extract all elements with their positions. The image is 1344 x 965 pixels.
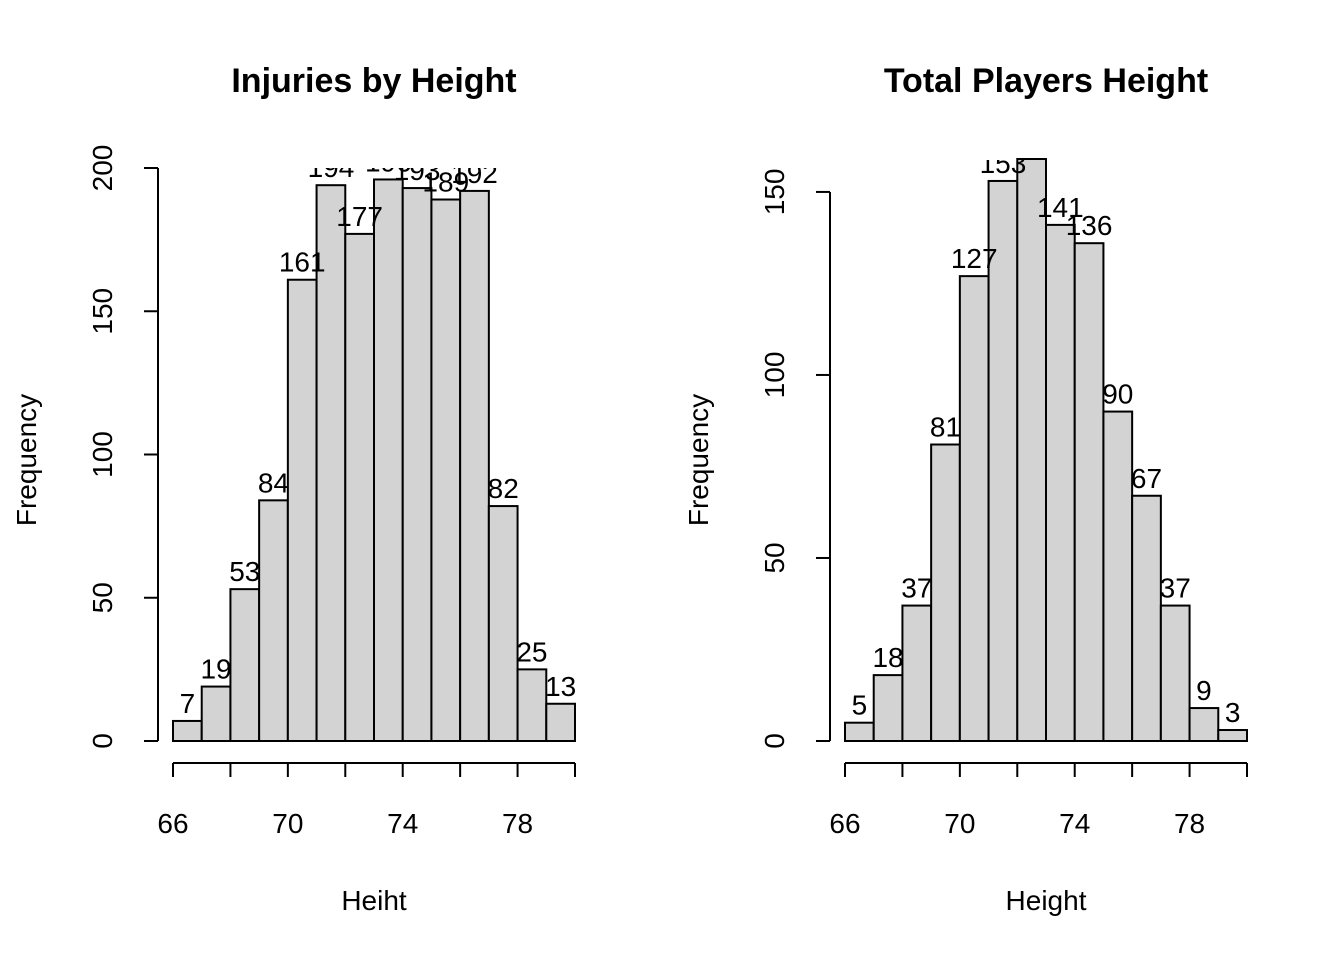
bars: [172, 178, 576, 743]
bar-value-label: 7: [180, 688, 196, 719]
y-tick-label: 50: [759, 542, 790, 573]
bar: [1131, 494, 1162, 743]
bar-value-label: 177: [336, 201, 383, 232]
y-axis: 0 50 100 150: [759, 169, 831, 749]
y-axis-label: Frequency: [683, 394, 714, 526]
y-tick-label: 100: [759, 352, 790, 399]
x-axis: 66 70 74 78: [157, 762, 576, 839]
x-axis-label: Height: [1006, 885, 1087, 916]
y-tick-label: 0: [87, 733, 118, 749]
total-players-histogram: Total Players Height Height Frequency 51…: [683, 62, 1249, 916]
bar: [229, 588, 261, 743]
bar: [545, 702, 576, 743]
bar-value-label: 18: [872, 642, 903, 673]
bar: [487, 505, 519, 742]
bar-value-label: 136: [1066, 210, 1113, 241]
bar-value-label: 189: [422, 167, 469, 198]
bar-value-label: 193: [394, 155, 441, 186]
x-tick-label: 66: [157, 808, 188, 839]
bar: [1045, 223, 1076, 743]
bar-value-label: 90: [1102, 379, 1133, 410]
x-tick-label: 70: [272, 808, 303, 839]
x-axis-label: Heiht: [341, 885, 407, 916]
bar-value-label: 84: [258, 467, 289, 498]
bar-value-label: 153: [980, 148, 1027, 179]
chart-title: Total Players Height: [884, 62, 1208, 100]
bar: [958, 275, 990, 742]
x-tick-label: 70: [944, 808, 975, 839]
x-tick-label: 66: [829, 808, 860, 839]
bar-value-label: 53: [229, 556, 260, 587]
bar: [286, 278, 318, 742]
bar: [1217, 729, 1249, 742]
bar: [401, 187, 433, 742]
bar-value-label: 159: [1008, 126, 1055, 157]
x-tick-label: 74: [387, 808, 418, 839]
bar: [1159, 604, 1191, 742]
bar-value-label: 9: [1196, 675, 1212, 706]
y-tick-label: 150: [759, 169, 790, 216]
bar-value-label: 194: [308, 152, 355, 183]
bar: [1073, 242, 1105, 742]
bar: [987, 179, 1019, 742]
y-axis-label: Frequency: [11, 394, 42, 526]
bar-value-label: 37: [1160, 573, 1191, 604]
bar: [844, 721, 875, 743]
bar: [172, 719, 203, 743]
y-tick-label: 150: [87, 288, 118, 335]
x-tick-label: 78: [1174, 808, 1205, 839]
y-tick-label: 100: [87, 431, 118, 478]
bar: [930, 443, 961, 742]
bars: [844, 158, 1249, 743]
bar-value-label: 67: [1131, 463, 1162, 494]
bar-value-label: 141: [1037, 192, 1084, 223]
bar-value-label: 196: [365, 146, 412, 177]
bar: [459, 189, 490, 743]
bar: [258, 499, 289, 742]
bar-value-label: 19: [200, 654, 231, 685]
y-tick-label: 50: [87, 582, 118, 613]
bar: [516, 668, 548, 742]
chart-title: Injuries by Height: [231, 62, 516, 100]
bar: [1102, 410, 1134, 742]
bar: [872, 674, 904, 743]
bar: [430, 198, 462, 742]
injuries-histogram: Injuries by Height Heiht Frequency 719 53…: [11, 62, 576, 916]
bar-value-label: 192: [451, 158, 498, 189]
bar-value-label: 5: [852, 690, 868, 721]
bar: [1016, 158, 1047, 742]
bar-value-label: 13: [545, 671, 576, 702]
bar: [344, 232, 375, 743]
bar-value-label: 81: [930, 412, 961, 443]
bar: [901, 604, 933, 742]
bar-value-label: 82: [488, 473, 519, 504]
bar: [315, 184, 347, 742]
x-axis: 66 70 74 78: [829, 762, 1248, 839]
bar-value-label: 161: [279, 247, 326, 278]
bar-value-label: 3: [1225, 697, 1241, 728]
y-axis: 0 50 100 150 200: [87, 145, 159, 749]
bar-value-label: 37: [901, 573, 932, 604]
x-tick-label: 74: [1059, 808, 1090, 839]
bar: [373, 178, 404, 742]
bar: [1188, 707, 1220, 742]
x-tick-label: 78: [502, 808, 533, 839]
bar-value-label: 127: [951, 243, 998, 274]
bar-value-label: 25: [516, 636, 547, 667]
y-tick-label: 200: [87, 145, 118, 192]
bar: [200, 685, 232, 743]
y-tick-label: 0: [759, 733, 790, 749]
